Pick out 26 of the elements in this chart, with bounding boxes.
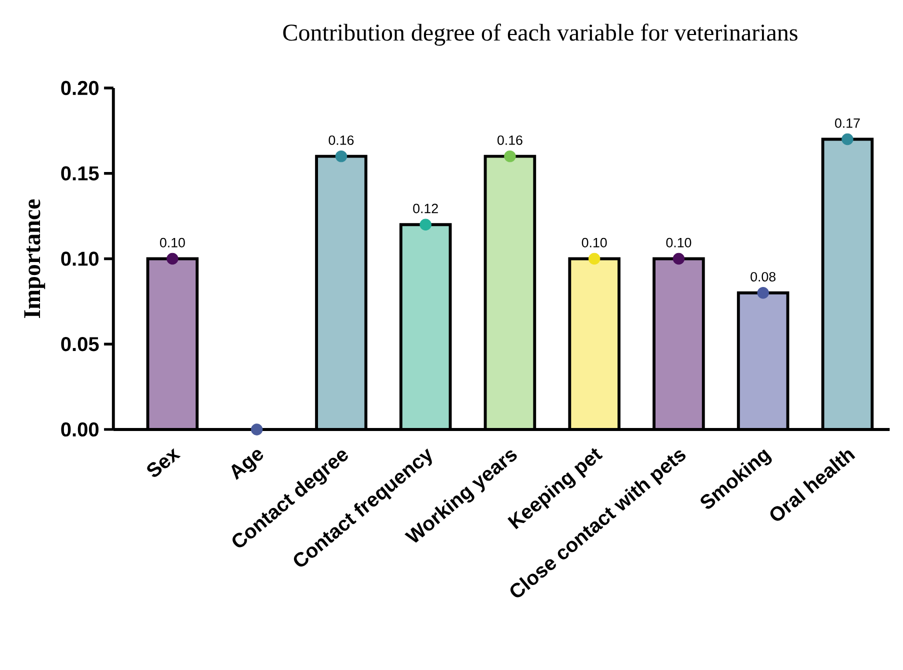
point (166, 253, 178, 265)
data-label: 0.10 (666, 238, 692, 248)
point (672, 253, 685, 265)
x-tick-label: Sex (147, 448, 181, 478)
data-label: 0.17 (835, 118, 860, 128)
point (588, 253, 600, 265)
point (335, 150, 348, 162)
data-label: 0.10 (582, 238, 607, 248)
point (250, 424, 263, 436)
y-tick-label: 0.05 (61, 337, 99, 352)
point (420, 218, 432, 231)
y-tick-label: 0.15 (61, 166, 99, 181)
point (504, 150, 516, 162)
point (842, 134, 854, 146)
data-label: 0.08 (750, 272, 776, 282)
point (757, 287, 769, 299)
y-tick-label: 0.00 (61, 422, 98, 437)
y-axis-title: Importance (24, 200, 46, 318)
chart-title: Contribution degree of each variable for veterinarians (283, 24, 798, 46)
data-label: 0.10 (160, 238, 185, 248)
data-label: 0.16 (328, 136, 354, 146)
data-label: 0.16 (498, 136, 522, 146)
data-label: 0.12 (413, 204, 438, 214)
x-tick-label: Age (232, 450, 264, 480)
y-tick-label: 0.10 (61, 252, 98, 266)
y-tick-label: 0.20 (61, 81, 98, 96)
